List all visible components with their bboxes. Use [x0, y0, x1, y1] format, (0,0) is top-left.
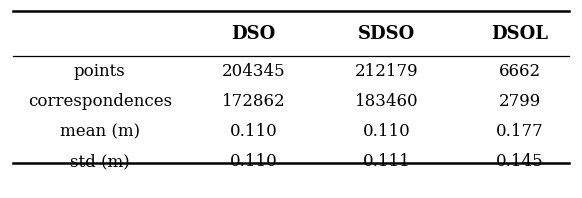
Text: DSOL: DSOL	[491, 25, 548, 43]
Text: mean (m): mean (m)	[60, 123, 140, 140]
Text: 0.110: 0.110	[363, 123, 410, 140]
Text: 0.111: 0.111	[363, 153, 410, 170]
Text: 204345: 204345	[222, 63, 285, 80]
Text: 2799: 2799	[499, 93, 541, 110]
Text: 183460: 183460	[355, 93, 418, 110]
Text: std (m): std (m)	[70, 153, 130, 170]
Text: SDSO: SDSO	[358, 25, 415, 43]
Text: 172862: 172862	[222, 93, 285, 110]
Text: DSO: DSO	[231, 25, 275, 43]
Text: 0.110: 0.110	[229, 153, 277, 170]
Text: points: points	[74, 63, 126, 80]
Text: 0.177: 0.177	[496, 123, 544, 140]
Text: 6662: 6662	[499, 63, 541, 80]
Text: 0.110: 0.110	[229, 123, 277, 140]
Text: 0.145: 0.145	[496, 153, 544, 170]
Text: correspondences: correspondences	[28, 93, 172, 110]
Text: 212179: 212179	[355, 63, 418, 80]
